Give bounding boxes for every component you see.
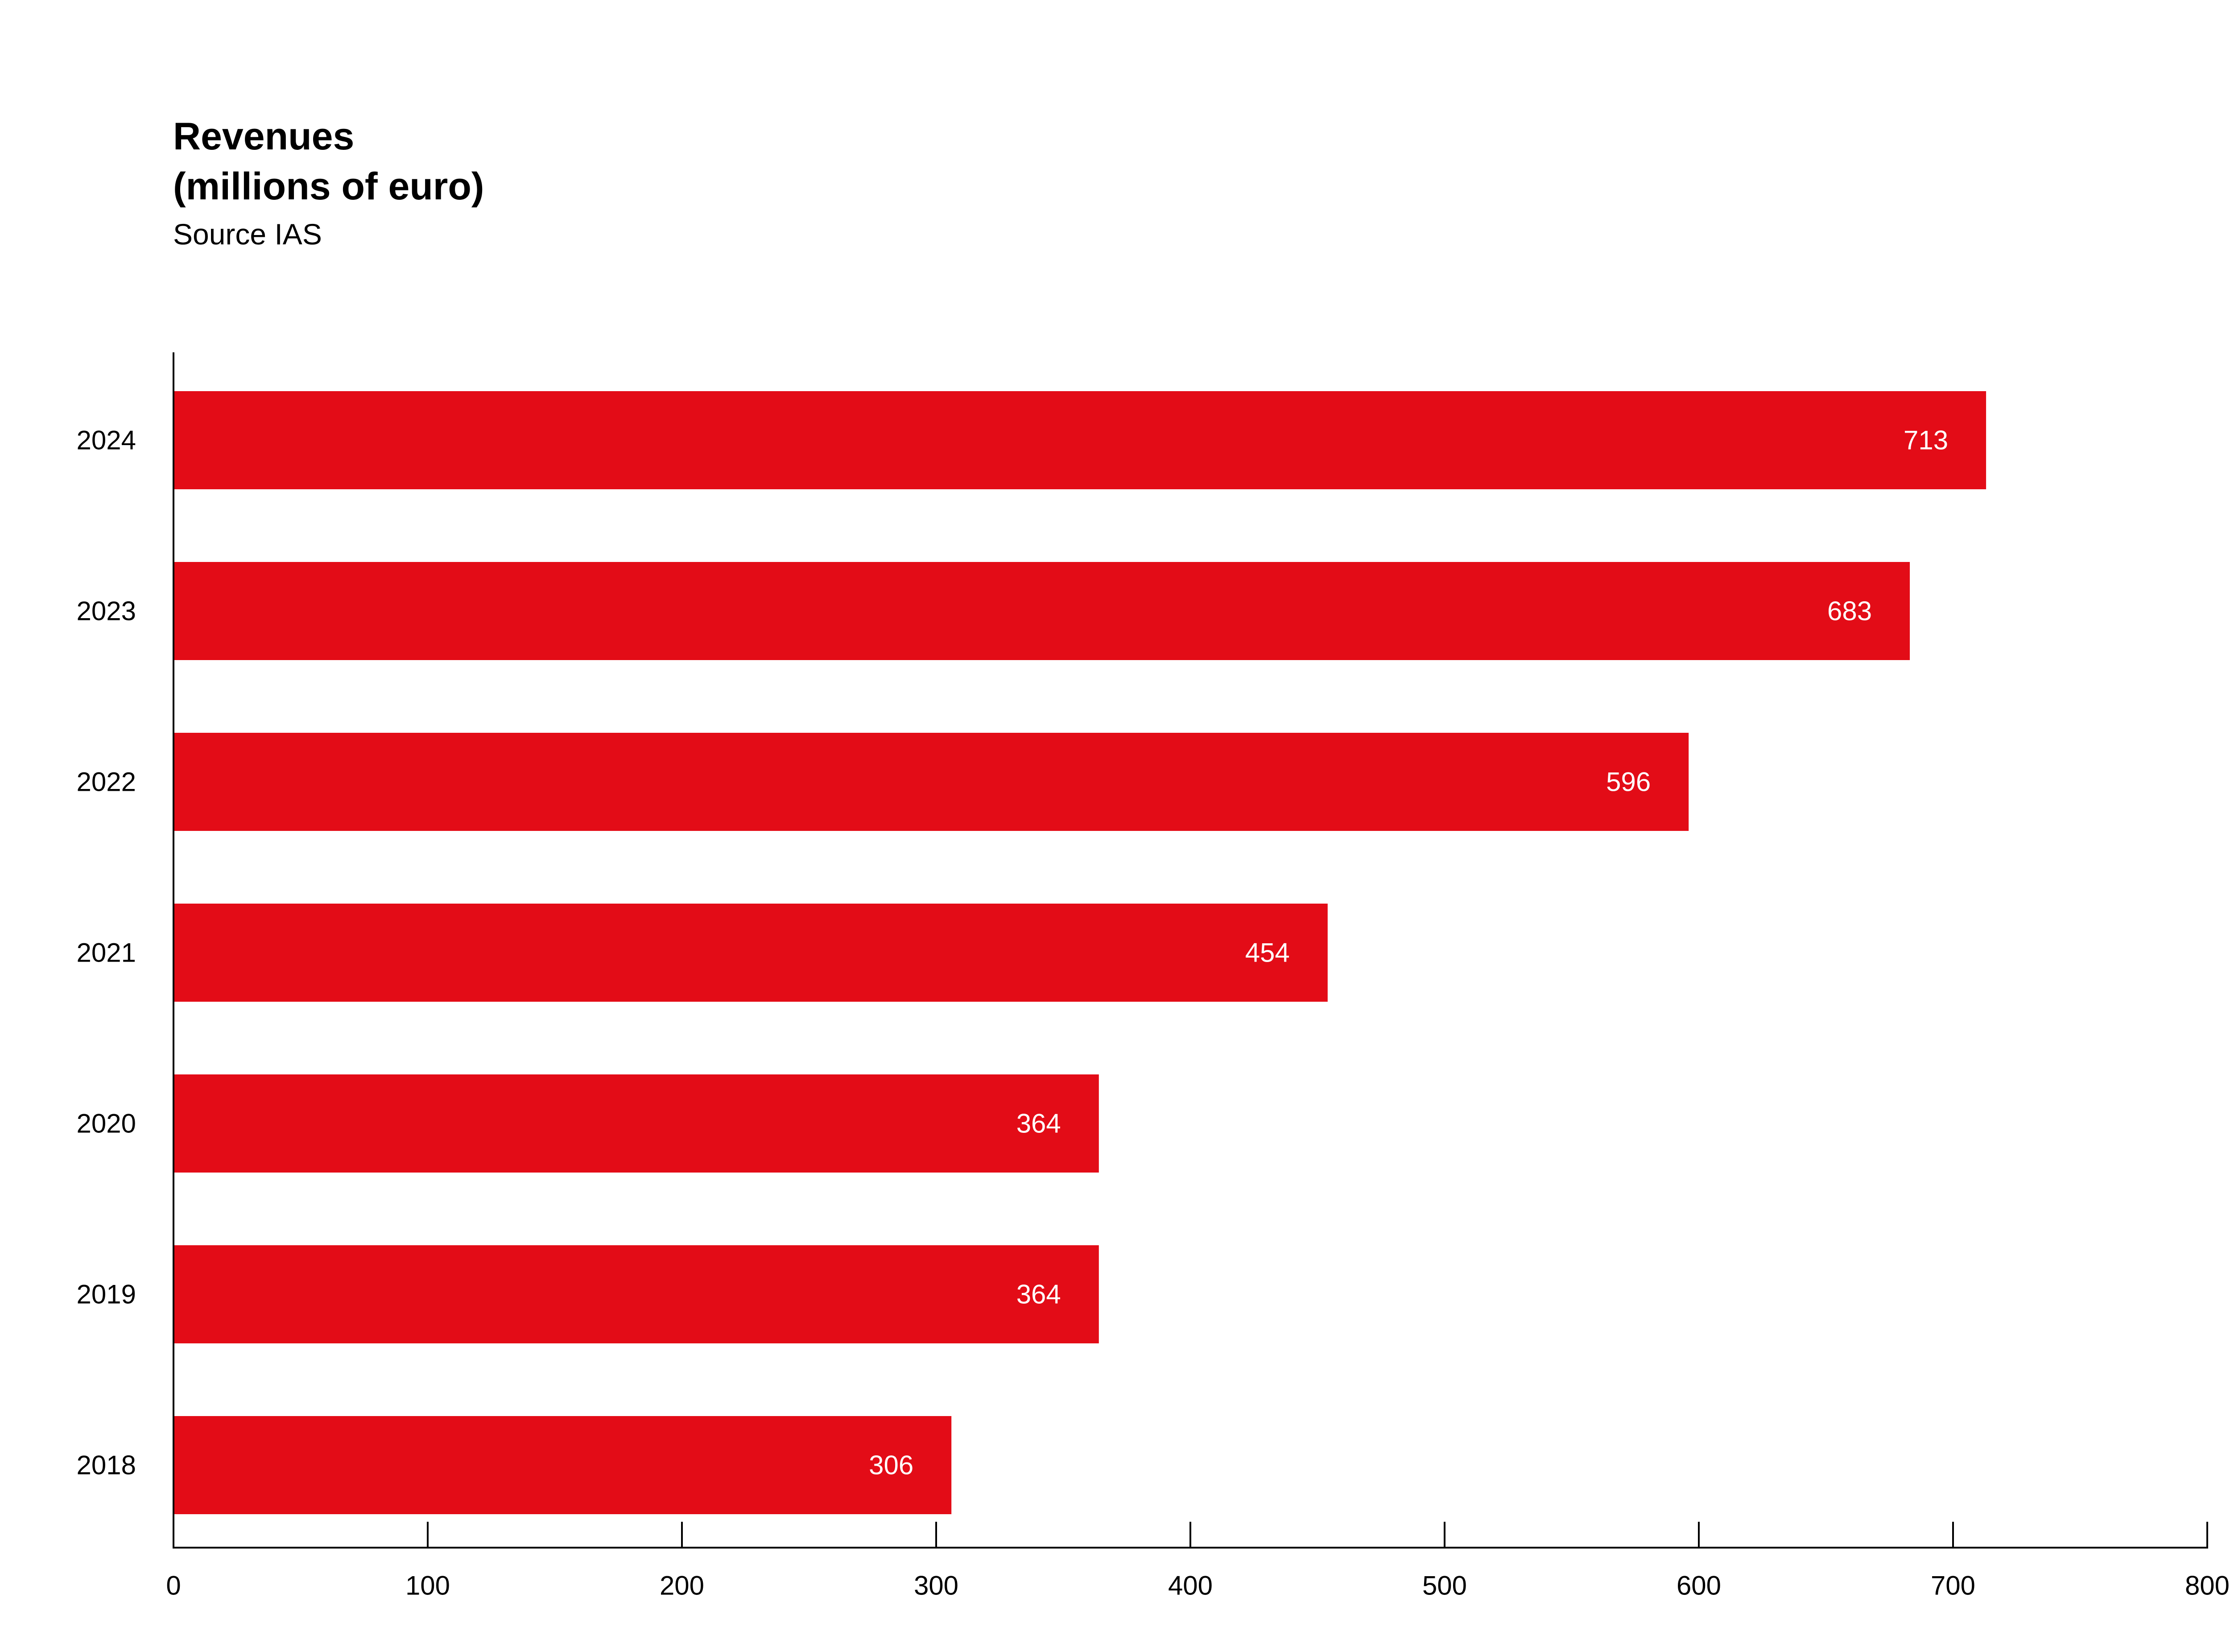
bar-2018 [173, 1416, 952, 1514]
category-label-2020: 2020 [77, 1109, 136, 1139]
chart-header: Revenues (millions of euro) Source IAS [173, 112, 484, 254]
value-label-2020: 364 [1016, 1109, 1061, 1139]
x-tick-label-400: 400 [1168, 1571, 1213, 1601]
x-tick-label-100: 100 [405, 1571, 450, 1601]
axes-layer [173, 352, 2208, 1549]
value-label-2023: 683 [1827, 596, 1872, 626]
value-label-2018: 306 [869, 1450, 913, 1480]
category-label-2021: 2021 [77, 938, 136, 968]
x-tick-label-500: 500 [1422, 1571, 1467, 1601]
bar-2023 [173, 562, 1910, 660]
bar-2021 [173, 904, 1328, 1002]
chart-subtitle: Source IAS [173, 218, 322, 251]
bars-layer [173, 391, 1986, 1514]
x-tick-label-0: 0 [166, 1571, 181, 1601]
x-tick-label-300: 300 [914, 1571, 958, 1601]
category-label-2022: 2022 [77, 767, 136, 797]
bar-2024 [173, 391, 1986, 489]
labels-layer: 2024 713 2023 683 2022 596 2021 454 2020 364 2019 3… [77, 425, 2230, 1601]
x-tick-label-700: 700 [1931, 1571, 1975, 1601]
value-label-2022: 596 [1606, 767, 1651, 797]
category-label-2024: 2024 [77, 425, 136, 455]
bar-2022 [173, 733, 1689, 831]
bar-2020 [173, 1074, 1099, 1173]
x-tick-label-600: 600 [1677, 1571, 1721, 1601]
value-label-2021: 454 [1245, 938, 1290, 968]
category-label-2019: 2019 [77, 1280, 136, 1309]
value-label-2024: 713 [1904, 425, 1948, 455]
x-tick-label-800: 800 [2185, 1571, 2230, 1601]
chart-title: Revenues (millions of euro) [173, 112, 484, 211]
bar-2019 [173, 1245, 1099, 1343]
value-label-2019: 364 [1016, 1280, 1061, 1309]
x-tick-label-200: 200 [660, 1571, 704, 1601]
category-label-2023: 2023 [77, 596, 136, 626]
chart-title-line-1: Revenues [173, 115, 355, 158]
chart-title-line-2: (millions of euro) [173, 165, 484, 208]
category-label-2018: 2018 [77, 1450, 136, 1480]
